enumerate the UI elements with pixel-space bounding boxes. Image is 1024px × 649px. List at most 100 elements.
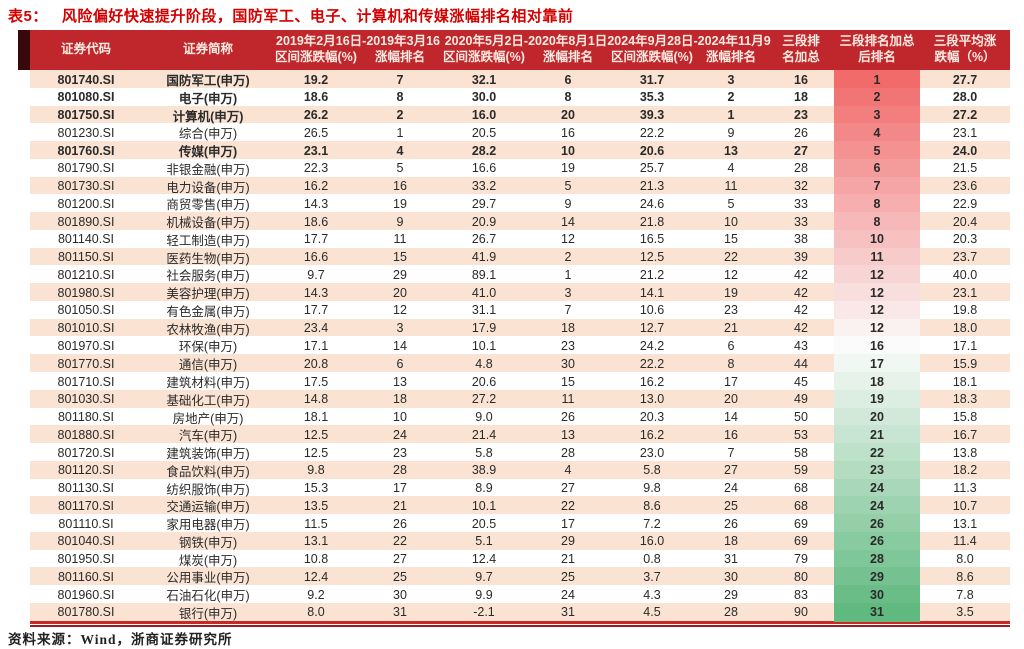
cell-pct-3: 4.3	[643, 587, 661, 602]
cell-pct-1: 11.5	[304, 516, 328, 531]
cell-rank-3: 31	[724, 552, 738, 567]
cell-final-rank: 12	[834, 300, 920, 320]
cell-pct-2: 17.9	[471, 321, 497, 336]
cell-rank-2: 2	[564, 250, 572, 265]
cell-rank-1: 22	[393, 534, 407, 549]
cell-pct-2: 20.6	[471, 374, 497, 389]
cell-name: 电力设备(申万)	[166, 180, 250, 195]
cell-avg-pct: 13.8	[952, 445, 978, 460]
cell-rank-2: 1	[564, 267, 572, 282]
cell-pct-3: 25.7	[639, 161, 665, 176]
col-header-rank-sum: 三段排 名加总	[782, 34, 820, 64]
cell-pct-3: 16.2	[639, 374, 665, 389]
cell-final-rank: 23	[834, 460, 920, 480]
cell-code: 801760.SI	[57, 143, 115, 158]
cell-rank-3: 8	[727, 356, 735, 371]
cell-rank-3: 2	[727, 90, 735, 105]
cell-final-rank: 24	[834, 478, 920, 498]
cell-code: 801040.SI	[57, 534, 115, 549]
cell-rank-1: 8	[396, 90, 404, 105]
cell-code: 801030.SI	[57, 392, 115, 407]
cell-code: 801950.SI	[57, 552, 115, 567]
cell-name: 房地产(申万)	[172, 411, 244, 426]
table-row: 801080.SI 电子(申万) 18.6 8 30.0 8 35.3 2 18…	[30, 87, 1010, 107]
cell-name: 社会服务(申万)	[166, 269, 250, 284]
cell-name: 银行(申万)	[178, 606, 238, 621]
cell-rank-3: 27	[724, 463, 738, 478]
cell-final-rank: 17	[834, 354, 920, 374]
cell-rank-1: 10	[393, 410, 407, 425]
cell-pct-2: 89.1	[471, 267, 497, 282]
cell-rank-sum: 58	[794, 445, 808, 460]
cell-rank-sum: 42	[794, 285, 808, 300]
cell-pct-1: 17.7	[303, 232, 329, 247]
cell-name: 有色金属(申万)	[166, 304, 250, 319]
cell-avg-pct: 24.0	[952, 143, 978, 158]
cell-final-rank: 1	[834, 70, 920, 89]
cell-code: 801730.SI	[57, 179, 115, 194]
cell-final-rank: 28	[834, 549, 920, 569]
cell-rank-2: 17	[561, 516, 575, 531]
cell-rank-1: 3	[396, 321, 404, 336]
cell-rank-3: 13	[724, 143, 738, 158]
cell-pct-2: 12.4	[471, 552, 497, 567]
cell-rank-sum: 59	[794, 463, 808, 478]
col-header-period2-rank: 涨幅排名	[542, 50, 593, 64]
cell-pct-3: 13.0	[639, 392, 665, 407]
cell-final-rank: 21	[834, 425, 920, 445]
cell-code: 801740.SI	[57, 72, 115, 87]
cell-rank-3: 29	[724, 587, 738, 602]
cell-rank-sum: 80	[794, 569, 808, 584]
header-left-accent	[18, 30, 30, 70]
cell-pct-1: 17.1	[303, 338, 329, 353]
cell-rank-2: 15	[561, 374, 575, 389]
cell-rank-1: 7	[396, 72, 404, 87]
cell-code: 801890.SI	[57, 214, 115, 229]
cell-name: 电子(申万)	[178, 91, 238, 106]
cell-avg-pct: 18.2	[952, 463, 978, 478]
col-header-period1-pct: 区间涨跌幅(%)	[275, 50, 357, 64]
cell-name: 汽车(申万)	[178, 429, 238, 444]
table-row: 801040.SI 钢铁(申万) 13.1 22 5.1 29 16.0 18 …	[30, 531, 1010, 551]
cell-code: 801790.SI	[57, 161, 115, 176]
cell-rank-2: 25	[561, 569, 575, 584]
table-row: 801960.SI 石油石化(申万) 9.2 30 9.9 24 4.3 29 …	[30, 585, 1010, 605]
cell-rank-sum: 79	[794, 552, 808, 567]
cell-rank-sum: 53	[794, 427, 808, 442]
cell-pct-3: 16.5	[639, 232, 665, 247]
cell-pct-1: 12.4	[303, 569, 329, 584]
cell-pct-1: 26.2	[303, 108, 329, 123]
table-title: 表5： 风险偏好快速提升阶段，国防军工、电子、计算机和传媒涨幅排名相对靠前	[8, 5, 573, 26]
cell-rank-sum: 69	[794, 516, 808, 531]
cell-name: 通信(申万)	[178, 358, 238, 373]
cell-rank-1: 27	[393, 552, 407, 567]
cell-pct-2: 20.5	[471, 125, 497, 140]
table-title-text: 风险偏好快速提升阶段，国防军工、电子、计算机和传媒涨幅排名相对靠前	[61, 8, 574, 25]
cell-rank-sum: 45	[794, 374, 808, 389]
table-row: 801970.SI 环保(申万) 17.1 14 10.1 23 24.2 6 …	[30, 336, 1010, 356]
cell-rank-1: 26	[393, 516, 407, 531]
cell-name: 医药生物(申万)	[166, 251, 250, 266]
cell-avg-pct: 40.0	[952, 267, 978, 282]
cell-pct-1: 13.1	[303, 534, 329, 549]
cell-avg-pct: 10.7	[952, 498, 978, 513]
col-header-period1-range: 2019年2月16日-2019年3月16	[276, 34, 440, 49]
col-header-period2-range: 2020年5月2日-2020年8月1日	[444, 34, 608, 49]
cell-pct-1: 19.2	[303, 72, 329, 87]
cell-rank-2: 8	[564, 90, 572, 105]
cell-rank-1: 4	[396, 143, 404, 158]
cell-pct-2: 9.9	[475, 587, 493, 602]
cell-rank-sum: 33	[794, 214, 808, 229]
cell-avg-pct: 7.8	[956, 587, 974, 602]
cell-code: 801010.SI	[57, 321, 115, 336]
cell-rank-2: 31	[561, 605, 575, 620]
cell-pct-2: 9.7	[475, 569, 493, 584]
cell-pct-1: 14.3	[303, 196, 329, 211]
cell-rank-2: 16	[561, 125, 575, 140]
cell-rank-3: 28	[724, 605, 738, 620]
cell-rank-2: 24	[561, 587, 575, 602]
cell-rank-2: 4	[564, 463, 572, 478]
cell-rank-1: 24	[393, 427, 407, 442]
cell-pct-1: 22.3	[303, 161, 329, 176]
cell-code: 801750.SI	[57, 108, 115, 123]
